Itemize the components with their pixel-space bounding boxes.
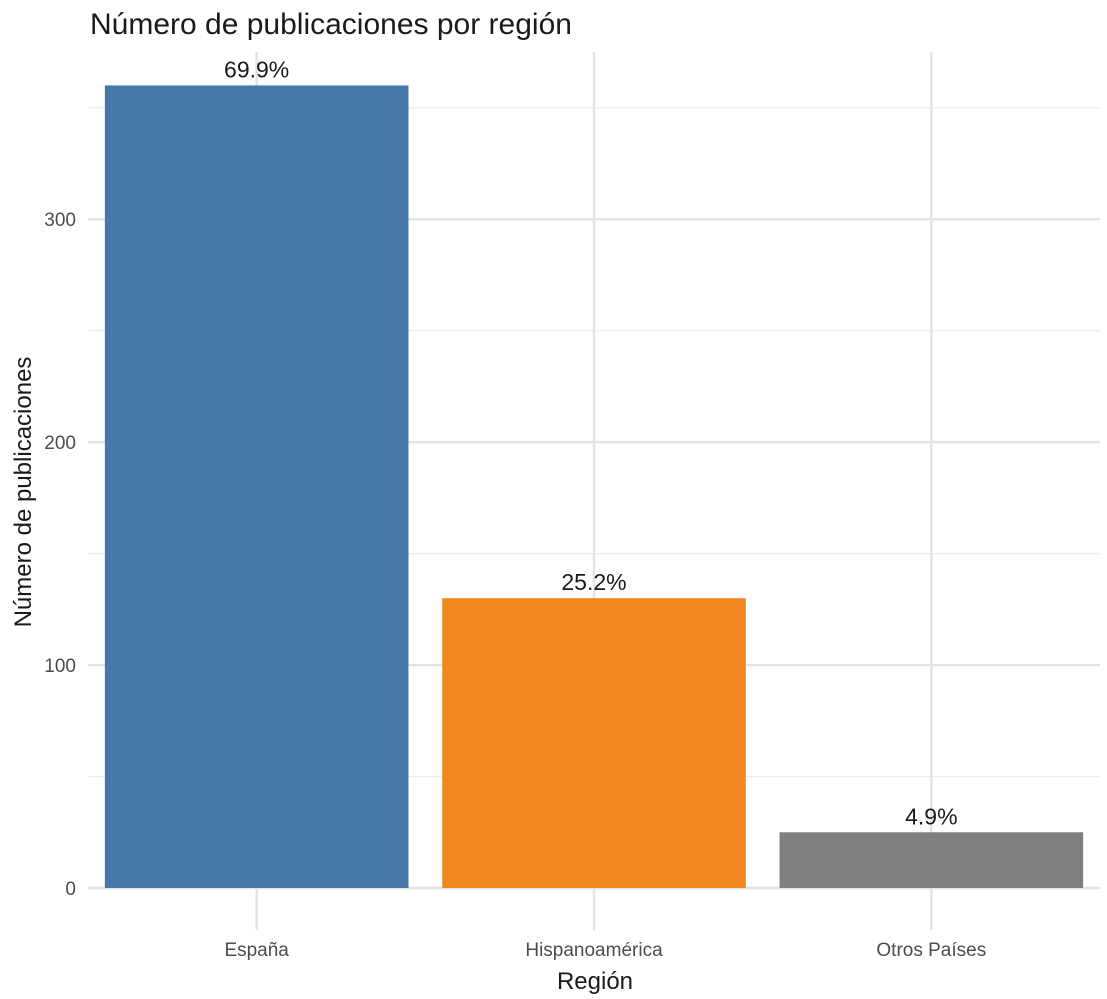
y-tick-label: 100: [44, 656, 76, 677]
bar-3: [779, 832, 1084, 888]
chart-title: Número de publicaciones por región: [90, 8, 572, 41]
data-label-3: 4.9%: [905, 803, 957, 829]
data-label-1: 69.9%: [224, 56, 289, 82]
y-tick-label: 200: [44, 433, 76, 454]
y-tick-label: 300: [44, 210, 76, 231]
x-axis-title: Región: [557, 968, 633, 995]
bar-1: [104, 85, 409, 888]
bar-2: [442, 598, 746, 888]
data-label-2: 25.2%: [561, 569, 626, 595]
x-axis-ticks: España Hispanoamérica Otros Países: [224, 940, 986, 961]
y-axis-title: Número de publicaciones: [10, 357, 37, 628]
x-tick-label-2: Hispanoamérica: [525, 940, 663, 961]
y-axis-ticks: 0 100 200 300: [44, 210, 76, 900]
bars: [104, 85, 1084, 888]
data-labels: 69.9% 25.2% 4.9%: [224, 56, 957, 829]
y-tick-label: 0: [65, 879, 76, 900]
x-tick-label-3: Otros Países: [876, 940, 986, 961]
x-tick-label-1: España: [224, 940, 289, 961]
